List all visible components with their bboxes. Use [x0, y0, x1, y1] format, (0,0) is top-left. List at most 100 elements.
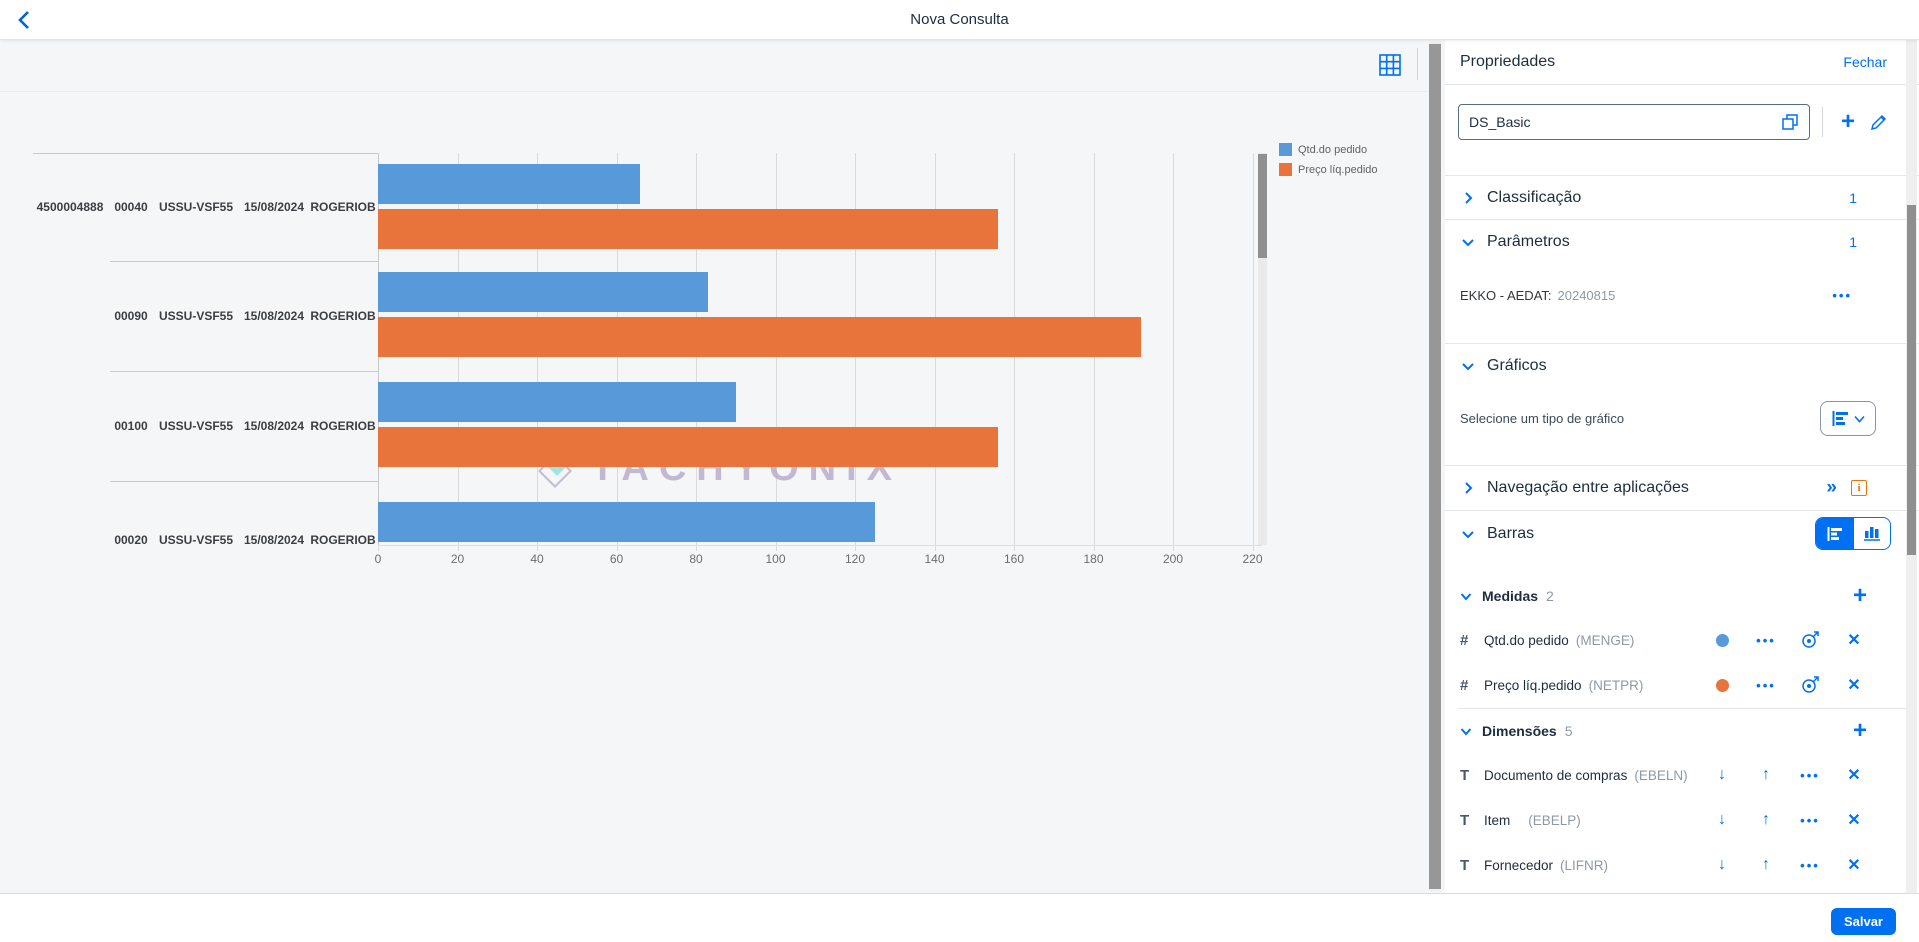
category-label: ROGERIOB	[310, 200, 376, 214]
legend-item[interactable]: Qtd.do pedido	[1279, 143, 1378, 156]
x-axis-line	[378, 545, 1262, 546]
expand-navigation-icon[interactable]: »	[1826, 476, 1837, 498]
dimension-code: (LIFNR)	[1560, 857, 1609, 873]
data-bar[interactable]	[378, 209, 998, 249]
remove-dimension-icon[interactable]: ✕	[1847, 767, 1861, 784]
data-bar[interactable]	[378, 382, 736, 422]
dimension-code: (EBELN)	[1634, 767, 1688, 783]
category-label: USSU-VSF55	[158, 533, 234, 547]
x-axis-tick-label: 160	[1003, 552, 1025, 566]
list-divider	[1458, 708, 1906, 709]
target-icon[interactable]	[1788, 631, 1832, 649]
add-dimension-button[interactable]: +	[1852, 717, 1867, 744]
chart-scrollbar-thumb[interactable]	[1258, 154, 1267, 258]
medidas-header[interactable]: Medidas 2 +	[1460, 578, 1904, 614]
data-bar[interactable]	[378, 317, 1141, 357]
measure-row: # Qtd.do pedido (MENGE) ••• ✕	[1460, 620, 1904, 660]
numeric-type-icon: #	[1460, 631, 1469, 649]
series-color-swatch[interactable]	[1700, 633, 1744, 647]
chart-type-dropdown[interactable]	[1820, 401, 1876, 436]
measure-name: Qtd.do pedido	[1484, 632, 1569, 648]
data-bar[interactable]	[378, 502, 875, 542]
dimension-name: Fornecedor	[1484, 857, 1554, 873]
x-axis-tick-label: 80	[689, 552, 703, 566]
measure-code: (NETPR)	[1588, 677, 1644, 693]
x-axis-tick-label: 180	[1083, 552, 1104, 566]
horizontal-bars-button[interactable]	[1816, 518, 1853, 549]
table-view-button[interactable]	[1378, 53, 1402, 77]
target-icon[interactable]	[1788, 676, 1832, 694]
section-navegacao[interactable]: Navegação entre aplicações » i	[1445, 465, 1919, 509]
measure-overflow-icon[interactable]: •••	[1756, 677, 1776, 693]
info-icon[interactable]: i	[1851, 479, 1867, 496]
panel-scrollbar-thumb[interactable]	[1907, 205, 1916, 555]
content-scrollbar[interactable]	[1429, 42, 1441, 891]
series-color-swatch[interactable]	[1700, 678, 1744, 692]
bar-orientation-toggle	[1815, 517, 1891, 550]
move-up-icon[interactable]: ↑	[1762, 856, 1770, 873]
dimension-name: Item	[1484, 812, 1511, 828]
move-down-icon[interactable]: ↓	[1718, 766, 1726, 783]
section-parametros[interactable]: Parâmetros 1	[1445, 219, 1919, 263]
vertical-bar-chart-icon	[1864, 527, 1880, 541]
chart-type-label: Selecione um tipo de gráfico	[1460, 410, 1625, 426]
gridline	[1173, 153, 1174, 551]
remove-dimension-icon[interactable]: ✕	[1847, 857, 1861, 874]
move-up-icon[interactable]: ↑	[1762, 811, 1770, 828]
remove-measure-icon[interactable]: ✕	[1847, 632, 1861, 649]
panel-scrollbar[interactable]	[1906, 40, 1917, 893]
section-label: Barras	[1487, 524, 1535, 542]
horizontal-bar-chart-icon	[1832, 411, 1848, 426]
move-down-icon[interactable]: ↓	[1718, 856, 1726, 873]
measure-overflow-icon[interactable]: •••	[1756, 632, 1776, 648]
x-axis-tick-label: 60	[609, 552, 624, 566]
group-count: 5	[1564, 723, 1573, 739]
chevron-right-icon	[1465, 481, 1473, 494]
query-name-field[interactable]	[1458, 104, 1810, 140]
x-axis-tick-label: 220	[1242, 552, 1263, 566]
data-bar[interactable]	[378, 427, 998, 467]
section-count: 1	[1849, 189, 1857, 206]
edit-button[interactable]	[1863, 107, 1893, 137]
category-label: USSU-VSF55	[158, 419, 234, 433]
query-name-input[interactable]	[1469, 114, 1769, 130]
chevron-down-icon	[1462, 530, 1474, 538]
data-bar[interactable]	[378, 164, 640, 204]
section-barras[interactable]: Barras	[1445, 510, 1919, 556]
move-down-icon[interactable]: ↓	[1718, 811, 1726, 828]
chart-legend: Qtd.do pedido Preço líq.pedido	[1279, 143, 1378, 183]
save-button[interactable]: Salvar	[1830, 908, 1896, 935]
content-scrollbar-thumb[interactable]	[1429, 44, 1441, 889]
dimension-overflow-icon[interactable]: •••	[1800, 857, 1820, 873]
close-panel-link[interactable]: Fechar	[1843, 54, 1887, 70]
remove-dimension-icon[interactable]: ✕	[1847, 812, 1861, 829]
dimensoes-header[interactable]: Dimensões 5 +	[1460, 713, 1904, 749]
category-label: ROGERIOB	[310, 533, 376, 547]
copy-icon[interactable]	[1781, 113, 1801, 133]
parameter-overflow-icon[interactable]: •••	[1832, 287, 1852, 303]
legend-item[interactable]: Preço líq.pedido	[1279, 163, 1378, 176]
dimension-name: Documento de compras	[1484, 767, 1628, 783]
section-classificacao[interactable]: Classificação 1	[1445, 175, 1919, 219]
chevron-down-icon	[1462, 238, 1474, 246]
chevron-down-icon	[1853, 415, 1865, 423]
group-label: Medidas	[1482, 588, 1539, 604]
x-axis-tick-label: 200	[1162, 552, 1184, 566]
category-label: 00040	[114, 200, 148, 214]
chart-vertical-scrollbar[interactable]	[1258, 153, 1267, 545]
vertical-bars-button[interactable]	[1853, 518, 1890, 549]
remove-measure-icon[interactable]: ✕	[1847, 677, 1861, 694]
add-measure-button[interactable]: +	[1852, 582, 1867, 609]
dimension-overflow-icon[interactable]: •••	[1800, 812, 1820, 828]
group-label: Dimensões	[1482, 723, 1557, 739]
legend-swatch	[1279, 143, 1292, 156]
dimension-overflow-icon[interactable]: •••	[1800, 767, 1820, 783]
move-up-icon[interactable]: ↑	[1762, 766, 1770, 783]
add-query-button[interactable]: +	[1840, 108, 1855, 135]
section-label: Parâmetros	[1487, 232, 1570, 250]
main-content: TACHYONIX Qtd.do pedido Preço líq.pedido…	[0, 40, 1445, 893]
properties-panel: Propriedades Fechar +	[1445, 40, 1919, 893]
section-graficos[interactable]: Gráficos	[1445, 343, 1919, 387]
data-bar[interactable]	[378, 272, 708, 312]
back-button[interactable]	[12, 7, 38, 33]
